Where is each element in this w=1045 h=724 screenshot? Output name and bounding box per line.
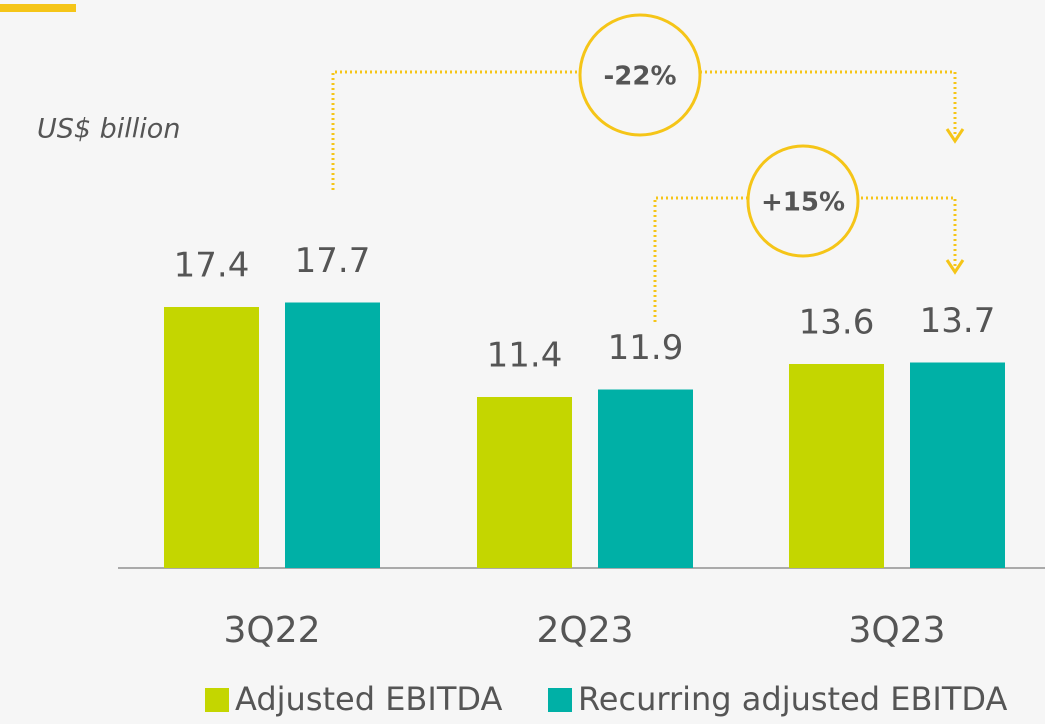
value-label: 17.4 bbox=[174, 246, 250, 286]
legend-swatch bbox=[205, 688, 229, 712]
annotation-connector bbox=[653, 196, 957, 322]
bar bbox=[910, 362, 1005, 568]
annotation-connector bbox=[331, 70, 957, 190]
value-label: 17.7 bbox=[295, 241, 371, 281]
accent-bar bbox=[0, 4, 76, 12]
legend-label: Adjusted EBITDA bbox=[235, 680, 502, 718]
bar bbox=[164, 307, 259, 568]
annotation-circle bbox=[746, 144, 860, 258]
arrow-head bbox=[945, 128, 965, 144]
bar bbox=[285, 302, 380, 568]
value-label: 13.6 bbox=[799, 303, 875, 343]
x-tick-label: 3Q22 bbox=[223, 610, 320, 651]
value-label: 13.7 bbox=[920, 301, 996, 341]
bar bbox=[789, 364, 884, 568]
value-label: 11.4 bbox=[487, 336, 563, 376]
bar bbox=[598, 389, 693, 568]
unit-label: US$ billion bbox=[37, 114, 180, 145]
arrow-head bbox=[945, 259, 965, 275]
annotation-label: +15% bbox=[761, 188, 845, 218]
x-tick-label: 2Q23 bbox=[536, 610, 633, 651]
annotation-label: -22% bbox=[603, 62, 676, 92]
value-label: 11.9 bbox=[608, 328, 684, 368]
annotation-circle bbox=[578, 13, 702, 137]
x-tick-label: 3Q23 bbox=[848, 610, 945, 651]
legend-swatch bbox=[548, 688, 572, 712]
legend-label: Recurring adjusted EBITDA bbox=[578, 680, 1007, 718]
bar bbox=[477, 397, 572, 568]
